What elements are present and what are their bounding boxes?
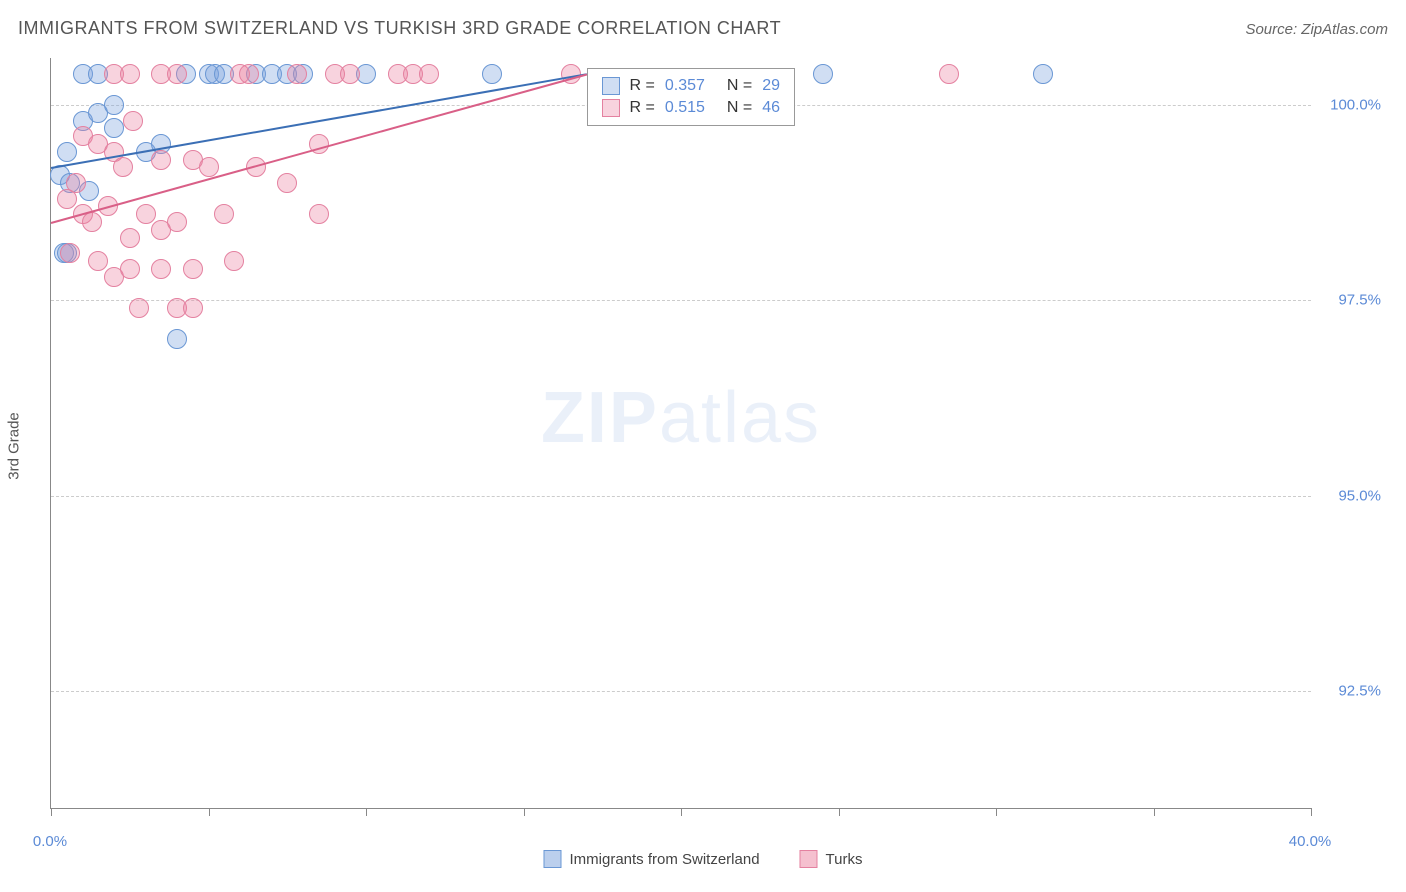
x-tick-label: 0.0% [33,833,67,850]
data-point [167,212,187,232]
data-point [287,64,307,84]
corr-n-label: N = [727,77,752,95]
x-tick [51,808,52,816]
data-point [340,64,360,84]
data-point [151,259,171,279]
data-point [120,259,140,279]
data-point [57,189,77,209]
corr-swatch [602,99,620,117]
data-point [214,204,234,224]
data-point [1033,64,1053,84]
legend-swatch [543,850,561,868]
x-tick [1311,808,1312,816]
plot-area: ZIPatlas 92.5%95.0%97.5%100.0%R = 0.357N… [50,58,1311,809]
x-tick-label: 40.0% [1289,833,1332,850]
data-point [813,64,833,84]
data-point [183,298,203,318]
data-point [113,157,133,177]
data-point [167,329,187,349]
legend-item-turks: Turks [800,850,863,868]
data-point [60,243,80,263]
corr-n-value: 46 [762,99,780,117]
data-point [482,64,502,84]
data-point [120,64,140,84]
data-point [277,173,297,193]
corr-swatch [602,77,620,95]
data-point [57,142,77,162]
corr-n-label: N = [727,99,752,117]
data-point [123,111,143,131]
data-point [183,259,203,279]
data-point [167,64,187,84]
corr-r-value: 0.357 [665,77,705,95]
watermark: ZIPatlas [541,377,821,459]
data-point [120,228,140,248]
correlation-row: R = 0.357 N = 29 [602,75,781,97]
chart-title: IMMIGRANTS FROM SWITZERLAND VS TURKISH 3… [18,18,781,39]
chart-source: Source: ZipAtlas.com [1245,21,1388,38]
data-point [239,64,259,84]
y-tick-label: 95.0% [1338,487,1381,504]
data-point [199,157,219,177]
data-point [151,150,171,170]
x-tick [681,808,682,816]
legend-label: Immigrants from Switzerland [569,851,759,868]
y-tick-label: 92.5% [1338,682,1381,699]
y-axis-label: 3rd Grade [6,412,23,480]
data-point [419,64,439,84]
corr-r-label: R = [630,77,655,95]
data-point [129,298,149,318]
x-tick [1154,808,1155,816]
x-tick [209,808,210,816]
y-tick-label: 97.5% [1338,292,1381,309]
legend-item-switzerland: Immigrants from Switzerland [543,850,759,868]
correlation-box: R = 0.357 N = 29 R = 0.515 N = 46 [587,68,796,126]
corr-r-value: 0.515 [665,99,705,117]
correlation-row: R = 0.515 N = 46 [602,97,781,119]
x-tick [524,808,525,816]
data-point [939,64,959,84]
data-point [82,212,102,232]
data-point [224,251,244,271]
x-tick [996,808,997,816]
x-tick [839,808,840,816]
data-point [104,118,124,138]
corr-r-label: R = [630,99,655,117]
gridline [51,496,1311,497]
gridline [51,691,1311,692]
data-point [104,95,124,115]
legend-swatch [800,850,818,868]
x-tick [366,808,367,816]
legend: Immigrants from Switzerland Turks [543,850,862,868]
trend-line [51,74,587,224]
legend-label: Turks [826,851,863,868]
corr-n-value: 29 [762,77,780,95]
data-point [88,251,108,271]
data-point [136,204,156,224]
y-tick-label: 100.0% [1330,96,1381,113]
gridline [51,300,1311,301]
chart-header: IMMIGRANTS FROM SWITZERLAND VS TURKISH 3… [18,18,1388,39]
data-point [309,204,329,224]
